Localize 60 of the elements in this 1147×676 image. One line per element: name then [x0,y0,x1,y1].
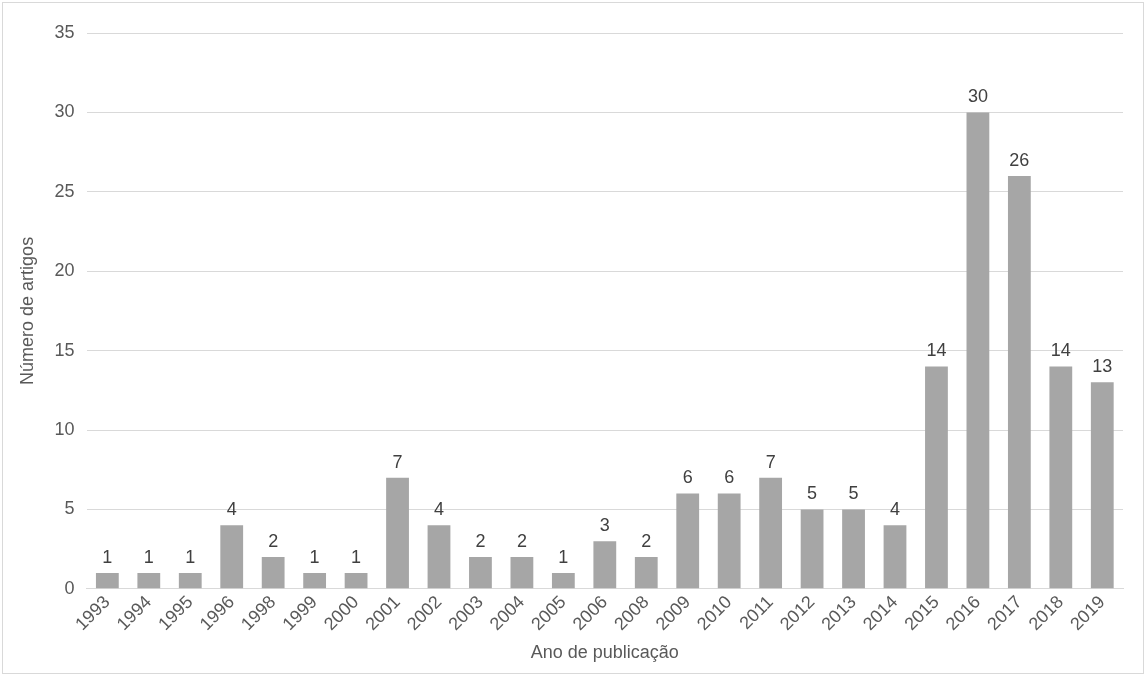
bar [842,509,865,589]
bar [178,572,202,589]
bar [427,525,451,589]
bar [303,572,327,589]
y-tick-label: 5 [64,498,75,519]
y-tick-label: 20 [54,260,75,281]
data-label: 5 [807,483,818,504]
data-label: 6 [724,467,735,488]
y-tick-label: 15 [54,339,75,360]
data-label: 5 [848,483,859,504]
data-label: 4 [226,499,237,520]
bar [261,557,285,589]
bar [759,477,783,589]
bar [634,557,658,589]
data-label: 7 [392,451,403,472]
data-label: 1 [143,546,154,567]
y-tick-label: 10 [54,418,75,439]
bar [593,541,617,589]
data-label: 2 [641,531,652,552]
data-label: 1 [309,546,320,567]
bar [966,112,990,589]
data-label: 1 [351,546,362,567]
bar [925,366,948,589]
bar [386,477,409,589]
y-tick-label: 0 [64,577,75,598]
data-label: 4 [889,499,900,520]
bar [1090,382,1114,589]
bar [344,572,368,589]
data-label: 14 [1050,340,1071,361]
bar [1007,175,1031,589]
bar [883,525,907,589]
data-label: 4 [433,499,444,520]
data-label: 13 [1092,356,1113,377]
bar [717,493,741,589]
data-label: 14 [926,340,947,361]
y-axis-title: Número de artigos [16,236,37,385]
bar [510,557,534,589]
data-label: 1 [185,546,196,567]
bar [137,572,161,589]
bar [551,572,575,589]
data-label: 30 [967,86,988,107]
data-label: 7 [765,451,776,472]
data-label: 2 [268,531,279,552]
data-label: 26 [1009,149,1030,170]
bar [95,572,119,589]
data-label: 2 [475,531,486,552]
y-tick-label: 35 [54,21,75,42]
bar [676,493,700,589]
bar [220,525,244,589]
y-tick-label: 30 [54,101,75,122]
data-label: 3 [599,515,610,536]
bar [800,509,824,589]
x-axis-title: Ano de publicação [530,642,679,663]
bar [1049,366,1073,589]
data-label: 1 [102,546,113,567]
data-label: 6 [682,467,693,488]
y-tick-label: 25 [54,180,75,201]
data-label: 1 [558,546,569,567]
bar [469,557,492,589]
data-label: 2 [516,531,527,552]
